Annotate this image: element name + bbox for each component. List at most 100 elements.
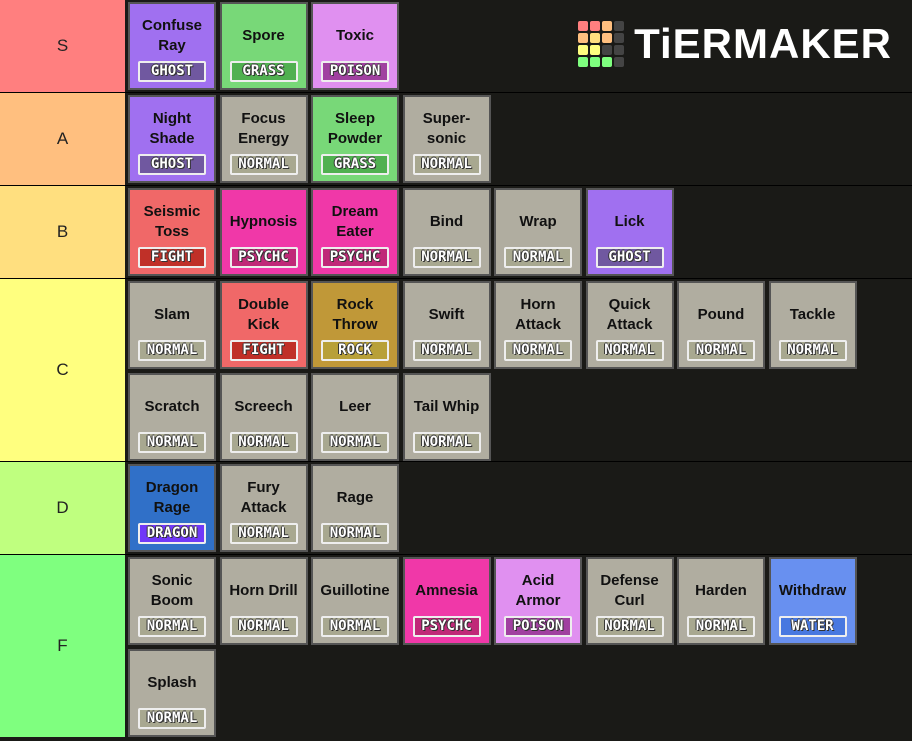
move-name: Seismic Toss — [143, 203, 201, 240]
move-name: Harden — [695, 582, 747, 599]
move-card: Swift NORMAL — [402, 281, 491, 369]
move-name: Sleep Powder — [327, 110, 383, 147]
logo-icon — [578, 21, 625, 67]
move-card: Super-sonic NORMAL — [402, 95, 491, 183]
move-card: Wrap NORMAL — [494, 188, 582, 276]
move-name: Defense Curl — [600, 572, 659, 609]
tier-row: D Dragon Rage DRAGON Fury Attack NORMAL Rage N… — [0, 462, 912, 555]
move-name: Scratch — [144, 398, 200, 415]
move-name: Bind — [429, 213, 464, 230]
move-card: Spore GRASS — [219, 2, 308, 90]
tier-label: D — [0, 462, 125, 554]
move-card: Focus Energy NORMAL — [219, 95, 308, 183]
type-badge: ROCK — [321, 340, 389, 361]
move-card: Fury Attack NORMAL — [219, 464, 308, 552]
type-badge: PSYCHC — [412, 616, 481, 637]
move-name: Pound — [697, 306, 745, 323]
move-card: Hypnosis PSYCHC — [219, 188, 308, 276]
logo-text: TiERMAKER — [634, 20, 892, 67]
tier-items: Dragon Rage DRAGON Fury Attack NORMAL Rage NO… — [125, 462, 908, 554]
move-card: Slam NORMAL — [128, 281, 216, 369]
type-badge: NORMAL — [504, 340, 572, 361]
move-card: Sleep Powder GRASS — [311, 95, 399, 183]
tier-row: A Night Shade GHOST Focus Energy NORMAL Sleep… — [0, 93, 912, 186]
move-card: Harden NORMAL — [677, 557, 765, 645]
move-name: Tackle — [789, 306, 836, 323]
type-badge: GRASS — [321, 154, 389, 175]
move-name: Sonic Boom — [150, 572, 194, 609]
move-name: Fury Attack — [240, 479, 287, 516]
tier-items: Confuse Ray GHOST Spore GRASS Toxic POISON — [125, 0, 908, 92]
tier-items: Sonic Boom NORMAL Horn Drill NORMAL Guilloti… — [125, 555, 908, 737]
move-card: Acid Armor POISON — [494, 557, 582, 645]
move-card: Leer NORMAL — [311, 373, 399, 461]
tier-label: A — [0, 93, 125, 185]
move-card: Screech NORMAL — [219, 373, 308, 461]
tier-label: F — [0, 555, 125, 737]
type-badge: GRASS — [229, 61, 298, 82]
move-card: Quick Attack NORMAL — [585, 281, 674, 369]
type-badge: NORMAL — [138, 432, 206, 453]
type-badge: NORMAL — [229, 523, 298, 544]
move-name: Splash — [147, 674, 197, 691]
type-badge: NORMAL — [229, 432, 298, 453]
move-card: Toxic POISON — [311, 2, 399, 90]
type-badge: NORMAL — [412, 247, 481, 268]
type-badge: NORMAL — [412, 340, 481, 361]
type-badge: NORMAL — [595, 340, 664, 361]
type-badge: PSYCHC — [321, 247, 389, 268]
move-card: Bind NORMAL — [402, 188, 491, 276]
type-badge: GHOST — [138, 61, 206, 82]
move-name: Confuse Ray — [142, 17, 202, 54]
tier-row: B Seismic Toss FIGHT Hypnosis PSYCHC Dream Ea… — [0, 186, 912, 279]
move-name: Tail Whip — [413, 398, 480, 415]
tier-items: Night Shade GHOST Focus Energy NORMAL Sleep … — [125, 93, 908, 185]
move-name: Quick Attack — [606, 296, 653, 333]
move-name: Super-sonic — [422, 110, 471, 147]
tier-label: S — [0, 0, 125, 92]
move-name: Guillotine — [320, 582, 390, 599]
type-badge: NORMAL — [321, 432, 389, 453]
move-card: Guillotine NORMAL — [311, 557, 399, 645]
move-name: Rage — [336, 489, 374, 506]
logo: TiERMAKER — [578, 20, 892, 68]
tier-row: F Sonic Boom NORMAL Horn Drill NORMAL Guillot… — [0, 555, 912, 737]
tier-items: Slam NORMAL Double Kick FIGHT Rock Throw ROCK… — [125, 279, 908, 461]
move-card: Amnesia PSYCHC — [402, 557, 491, 645]
move-name: Horn Drill — [229, 582, 298, 599]
move-name: Slam — [154, 306, 190, 323]
move-card: Withdraw WATER — [768, 557, 857, 645]
move-card: Sonic Boom NORMAL — [128, 557, 216, 645]
move-card: Horn Attack NORMAL — [494, 281, 582, 369]
move-name: Lick — [614, 213, 645, 230]
move-name: Hypnosis — [229, 213, 298, 230]
move-name: Screech — [234, 398, 293, 415]
move-card: Scratch NORMAL — [128, 373, 216, 461]
move-card: Splash NORMAL — [128, 649, 216, 737]
type-badge: WATER — [778, 616, 847, 637]
move-name: Acid Armor — [515, 572, 561, 609]
move-name: Leer — [339, 398, 371, 415]
type-badge: POISON — [321, 61, 389, 82]
move-card: Dragon Rage DRAGON — [128, 464, 216, 552]
move-card: Rock Throw ROCK — [311, 281, 399, 369]
move-name: Spore — [242, 27, 285, 44]
type-badge: NORMAL — [138, 708, 206, 729]
type-badge: NORMAL — [229, 154, 298, 175]
move-name: Night Shade — [149, 110, 195, 147]
tier-row: C Slam NORMAL Double Kick FIGHT Rock Throw ROC… — [0, 279, 912, 462]
move-card: Horn Drill NORMAL — [219, 557, 308, 645]
move-card: Confuse Ray GHOST — [128, 2, 216, 90]
move-name: Amnesia — [415, 582, 478, 599]
type-badge: FIGHT — [229, 340, 298, 361]
move-name: Toxic — [335, 27, 375, 44]
type-badge: NORMAL — [321, 523, 389, 544]
move-card: Defense Curl NORMAL — [585, 557, 674, 645]
move-card: Tackle NORMAL — [768, 281, 857, 369]
type-badge: POISON — [504, 616, 572, 637]
type-badge: NORMAL — [687, 340, 755, 361]
move-card: Night Shade GHOST — [128, 95, 216, 183]
move-card: Pound NORMAL — [677, 281, 765, 369]
